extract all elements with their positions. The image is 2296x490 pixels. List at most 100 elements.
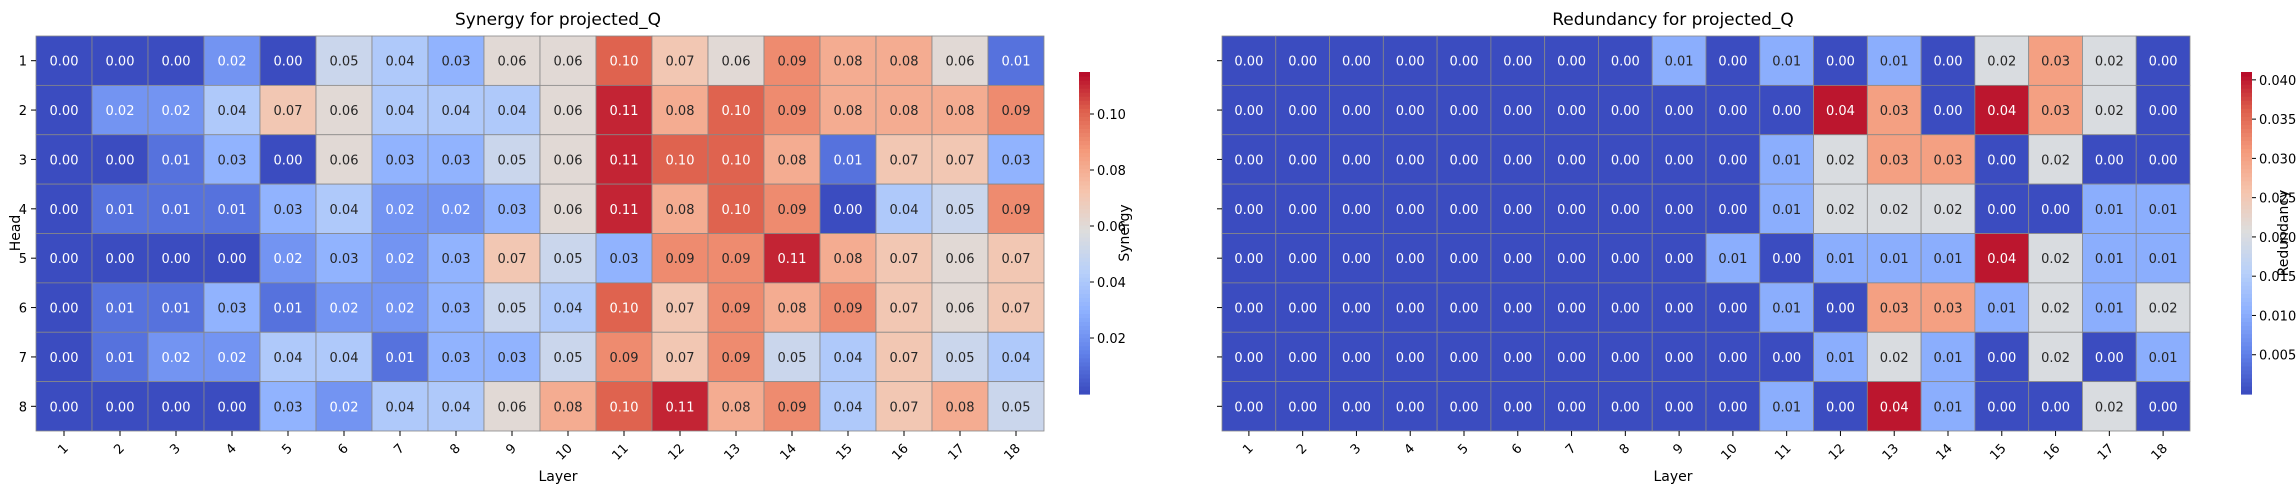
- synergy-x-tick-label: 5: [279, 441, 295, 457]
- redundancy-cell-label: 0.00: [1557, 104, 1586, 119]
- redundancy-cell-label: 0.00: [1503, 400, 1532, 415]
- synergy-cell-label: 0.02: [330, 302, 359, 317]
- synergy-cell-label: 0.07: [498, 252, 527, 267]
- synergy-colorbar-segment: [1079, 100, 1090, 105]
- redundancy-cell-label: 0.00: [1342, 203, 1371, 218]
- synergy-cell-label: 0.10: [722, 104, 751, 119]
- redundancy-cell-label: 0.00: [1234, 104, 1263, 119]
- synergy-cell: [763, 35, 821, 86]
- redundancy-colorbar-segment: [2241, 140, 2252, 146]
- redundancy-cell-label: 0.01: [2095, 302, 2124, 317]
- redundancy-cell: [1598, 183, 1653, 234]
- redundancy-x-tick-label: 2: [1294, 441, 1310, 457]
- synergy-cell-label: 0.07: [666, 302, 695, 317]
- synergy-cell: [595, 84, 653, 136]
- redundancy-cell: [1275, 282, 1330, 333]
- synergy-cell-label: 0.04: [386, 55, 415, 70]
- synergy-cell-label: 0.10: [722, 153, 751, 168]
- synergy-colorbar-segment: [1079, 136, 1090, 142]
- redundancy-cell: [1329, 84, 1384, 136]
- redundancy-cell-label: 0.01: [1987, 302, 2016, 317]
- synergy-cell: [763, 331, 821, 383]
- redundancy-colorbar-segment: [2241, 325, 2252, 331]
- synergy-colorbar-segment: [1079, 84, 1090, 89]
- synergy-cell: [91, 381, 149, 432]
- redundancy-cell-label: 0.00: [1772, 104, 1801, 119]
- synergy-cell: [987, 381, 1045, 432]
- redundancy-cell: [1221, 134, 1277, 185]
- synergy-cell-label: 0.09: [778, 104, 807, 119]
- synergy-cell-label: 0.09: [778, 203, 807, 218]
- synergy-colorbar-segment: [1079, 72, 1090, 77]
- synergy-cell: [147, 233, 205, 284]
- synergy-colorbar-segment: [1079, 329, 1090, 335]
- redundancy-cell-label: 0.00: [1342, 153, 1371, 168]
- synergy-cell-label: 0.10: [610, 55, 639, 70]
- synergy-cell-label: 0.02: [218, 55, 247, 70]
- synergy-cell: [147, 35, 205, 86]
- redundancy-cell: [1436, 381, 1492, 432]
- redundancy-cell: [2135, 183, 2191, 234]
- synergy-cell-label: 0.03: [330, 252, 359, 267]
- synergy-y-tick-label: 8: [19, 400, 27, 415]
- synergy-colorbar-segment: [1079, 389, 1090, 395]
- redundancy-cell: [1544, 282, 1599, 333]
- redundancy-colorbar-segment: [2241, 136, 2252, 142]
- redundancy-cell: [1705, 233, 1761, 284]
- synergy-colorbar-segment: [1079, 237, 1090, 242]
- synergy-colorbar-segment: [1079, 116, 1090, 121]
- synergy-colorbar-segment: [1079, 120, 1090, 125]
- redundancy-cell-label: 0.02: [2041, 252, 2070, 267]
- synergy-cell: [315, 134, 373, 185]
- synergy-cell-label: 0.03: [442, 55, 471, 70]
- redundancy-colorbar-segment: [2241, 337, 2252, 343]
- synergy-colorbar-segment: [1079, 92, 1090, 97]
- synergy-cell-label: 0.05: [946, 351, 975, 366]
- redundancy-colorbar-segment: [2241, 172, 2252, 178]
- redundancy-cell: [1382, 331, 1438, 383]
- synergy-colorbar-segment: [1079, 228, 1090, 234]
- synergy-cell: [819, 183, 877, 234]
- redundancy-cell: [2028, 233, 2083, 284]
- redundancy-colorbar-segment: [2241, 365, 2252, 371]
- synergy-cell-label: 0.00: [106, 55, 135, 70]
- redundancy-cell-label: 0.03: [1934, 302, 1963, 317]
- synergy-cell: [371, 331, 429, 383]
- redundancy-cell-label: 0.02: [1826, 203, 1855, 218]
- synergy-cell: [35, 381, 93, 432]
- redundancy-colorbar-segment: [2241, 249, 2252, 254]
- synergy-cell: [371, 183, 429, 234]
- redundancy-cell: [1866, 331, 1922, 383]
- synergy-colorbar-tick-label: 0.10: [1097, 108, 1126, 123]
- synergy-cell-label: 0.02: [386, 302, 415, 317]
- synergy-cell-label: 0.00: [106, 252, 135, 267]
- redundancy-cell: [1974, 233, 2030, 284]
- synergy-x-tick-label: 1: [55, 441, 71, 457]
- synergy-cell-label: 0.04: [330, 351, 359, 366]
- redundancy-cell: [1221, 282, 1277, 333]
- synergy-cell-label: 0.09: [610, 351, 639, 366]
- synergy-x-tick-label: 6: [335, 441, 351, 457]
- redundancy-cell-label: 0.00: [1557, 400, 1586, 415]
- synergy-cell-label: 0.08: [722, 400, 751, 415]
- synergy-cell-label: 0.03: [386, 153, 415, 168]
- synergy-colorbar-segment: [1079, 337, 1090, 343]
- redundancy-colorbar-segment: [2241, 345, 2252, 351]
- synergy-colorbar-segment: [1079, 345, 1090, 351]
- synergy-colorbar-segment: [1079, 305, 1090, 311]
- redundancy-cell-label: 0.02: [2095, 400, 2124, 415]
- redundancy-cell-label: 0.00: [1396, 153, 1425, 168]
- synergy-cell-label: 0.02: [274, 252, 303, 267]
- redundancy-cell: [1544, 331, 1599, 383]
- synergy-cell: [203, 282, 261, 333]
- redundancy-cell-label: 0.04: [1987, 252, 2016, 267]
- synergy-cell: [91, 331, 149, 383]
- synergy-cell-label: 0.08: [666, 104, 695, 119]
- redundancy-cell: [1866, 233, 1922, 284]
- synergy-cell: [707, 282, 765, 333]
- synergy-cell: [259, 233, 317, 284]
- redundancy-colorbar-tick-label: 0.005: [2259, 349, 2296, 364]
- synergy-cell: [707, 183, 765, 234]
- redundancy-cell-label: 0.00: [1557, 203, 1586, 218]
- redundancy-x-tick-label: 11: [1772, 441, 1794, 463]
